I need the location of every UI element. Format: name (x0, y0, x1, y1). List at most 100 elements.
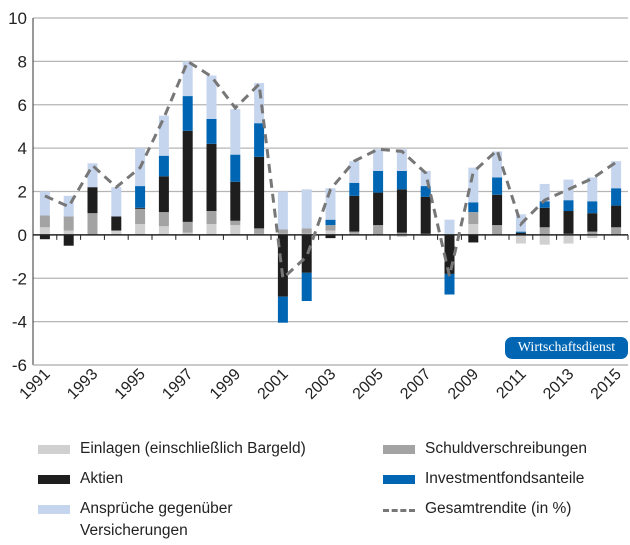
bar-segment (277, 229, 288, 234)
bar-segment (373, 192, 384, 226)
bar-segment (111, 216, 122, 231)
bar-segment (468, 167, 479, 203)
bar-segment (349, 231, 360, 234)
legend-label: Schuldverschreibungen (425, 440, 587, 457)
bar-segment (396, 149, 407, 171)
bar-segment (182, 221, 193, 233)
bar-segment (206, 118, 217, 144)
y-tick-label: -6 (12, 356, 27, 375)
bar-segment (515, 232, 526, 235)
x-tick-label: 2007 (397, 366, 434, 403)
legend-item-schuld: Schuldverschreibungen (383, 440, 587, 458)
bar-segment (63, 234, 74, 246)
bar-segment (539, 234, 550, 245)
y-tick-label: 8 (18, 52, 27, 71)
bar-segment (135, 207, 146, 209)
bar-segment (206, 224, 217, 235)
bar-segment (111, 230, 122, 235)
legend-swatch (38, 445, 70, 454)
bar-segment (396, 189, 407, 233)
bar-segment (301, 234, 312, 273)
legend-swatch (38, 505, 70, 514)
bar-segment (373, 149, 384, 171)
bar-segment (396, 234, 407, 238)
bar-segment (182, 61, 193, 97)
bar-segment (611, 188, 622, 206)
bar-segment (182, 130, 193, 222)
bar-segment (444, 273, 455, 295)
bar-segment (325, 225, 336, 231)
x-tick-label: 2003 (302, 366, 339, 403)
y-tick-label: 4 (18, 139, 27, 158)
bar-segment (39, 227, 50, 235)
bar-segment (325, 234, 336, 239)
bar-segment (349, 195, 360, 232)
legend-item-gesamt: Gesamtrendite (in %) (383, 500, 571, 518)
bar-segment (254, 156, 265, 229)
legend-swatch (383, 445, 415, 454)
wirtschaftsdienst-logo: Wirtschaftsdienst (505, 337, 628, 359)
bar-segment (63, 230, 74, 235)
bar-segment (158, 212, 169, 227)
bar-segment (325, 219, 336, 226)
x-tick-label: 1995 (112, 366, 149, 403)
bar-segment (111, 187, 122, 217)
y-tick-label: 0 (18, 226, 27, 245)
bar-segment (515, 231, 526, 233)
bar-segment (587, 177, 598, 202)
gesamtrendite-line (44, 59, 617, 282)
bar-segment (230, 181, 241, 221)
legend-swatch (38, 475, 70, 484)
bar-segment (420, 170, 431, 187)
x-tick-label: 2015 (588, 366, 625, 403)
bar-segment (492, 177, 503, 195)
bar-segment (468, 224, 479, 235)
legend-label: Gesamtrendite (in %) (425, 500, 572, 517)
bar-segment (587, 234, 598, 239)
bar-segment (492, 194, 503, 226)
bar-segment (63, 195, 74, 217)
bar-segment (539, 227, 550, 235)
bar-segment (135, 224, 146, 235)
bar-segment (587, 231, 598, 235)
x-tick-label: 1999 (207, 366, 244, 403)
bar-segment (444, 219, 455, 235)
legend-label: Ansprüche gegenüber (80, 500, 233, 517)
bar-segment (611, 161, 622, 189)
bar-segment (396, 170, 407, 190)
bar-segment (39, 215, 50, 228)
bar-segment (182, 232, 193, 235)
bar-segment (563, 234, 574, 244)
bar-segment (492, 225, 503, 235)
bar-segment (349, 182, 360, 196)
bar-segment (373, 225, 384, 235)
bar-segment (206, 143, 217, 212)
x-tick-label: 1993 (64, 366, 101, 403)
bar-segment (230, 109, 241, 155)
bar-segment (515, 234, 526, 244)
bar-segment (563, 211, 574, 234)
bar-segment (206, 211, 217, 225)
legend-label: Einlagen (einschließlich Bargeld) (80, 440, 306, 457)
bar-segment (158, 176, 169, 213)
legend-item-invest: Investmentfondsanteile (383, 470, 584, 488)
bar-segment (63, 216, 74, 231)
bar-segment (539, 201, 550, 208)
bar-segment (563, 200, 574, 212)
bar-segment (468, 234, 479, 243)
y-tick-label: -4 (12, 313, 27, 332)
y-tick-label: -2 (12, 269, 27, 288)
bar-segment (611, 227, 622, 235)
bar-segment (87, 187, 98, 214)
bar-segment (277, 191, 288, 230)
bar-segment (158, 115, 169, 156)
legend-item-ansprueche: Ansprüche gegenüber Versicherungen (38, 500, 233, 542)
x-tick-label: 2009 (445, 366, 482, 403)
x-tick-label: 2013 (540, 366, 577, 403)
x-tick-label: 2001 (255, 366, 292, 403)
bar-segment (135, 186, 146, 208)
bar-segment (301, 228, 312, 234)
bar-segment (301, 189, 312, 229)
y-tick-label: 6 (18, 96, 27, 115)
bar-segment (539, 207, 550, 228)
